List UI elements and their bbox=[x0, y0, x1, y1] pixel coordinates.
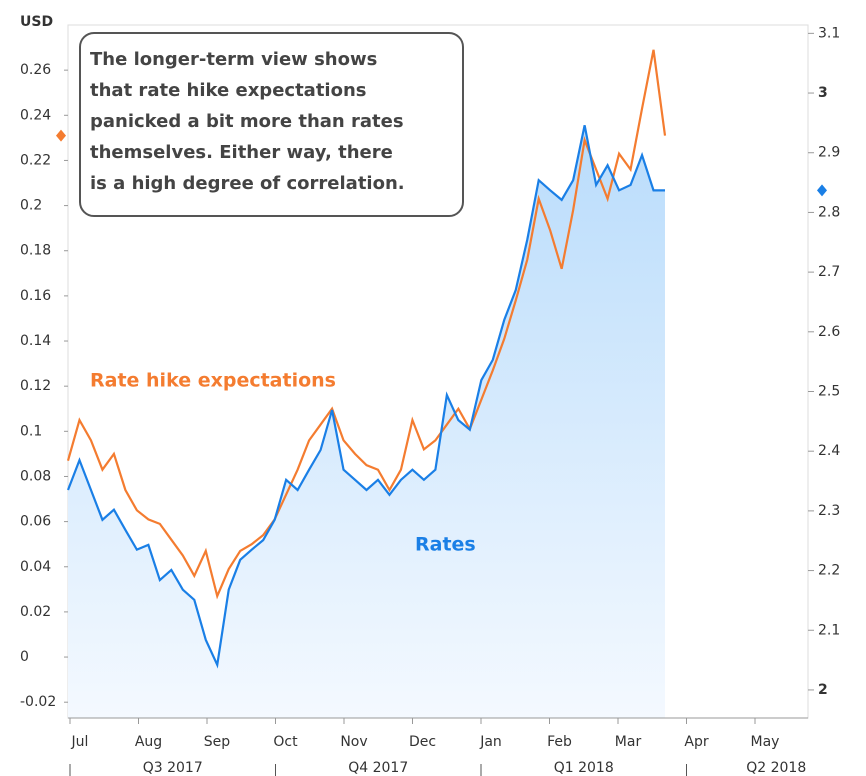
x-tick-label: Nov bbox=[340, 734, 367, 750]
callout-text: is a high degree of correlation. bbox=[90, 173, 405, 194]
x-tick-label: Apr bbox=[684, 734, 708, 750]
x-tick-label: Jul bbox=[71, 734, 89, 750]
x-tick-label: Oct bbox=[273, 734, 298, 750]
y2-tick-label: 2.7 bbox=[818, 264, 840, 280]
x-tick-label: May bbox=[751, 734, 780, 750]
y2-tick-label: 2 bbox=[818, 682, 828, 698]
x-tick-label: Feb bbox=[547, 734, 572, 750]
y2-tick-label: 2.1 bbox=[818, 622, 840, 638]
y2-tick-label: 2.8 bbox=[818, 204, 840, 220]
callout-text: themselves. Either way, there bbox=[90, 142, 393, 163]
quarter-label: Q2 2018 bbox=[746, 760, 806, 776]
y2-tick-label: 2.6 bbox=[818, 324, 840, 340]
series-label: Rate hike expectations bbox=[90, 370, 336, 392]
y2-tick-label: 2.9 bbox=[818, 145, 840, 161]
y-tick-label: 0.06 bbox=[20, 514, 51, 530]
y-tick-label: 0.16 bbox=[20, 288, 51, 304]
y2-tick-label: 3 bbox=[818, 85, 828, 101]
series-label: Rates bbox=[415, 534, 476, 556]
y-tick-label: 0.02 bbox=[20, 604, 51, 620]
last-value-marker bbox=[817, 184, 827, 197]
x-tick-label: Aug bbox=[135, 734, 162, 750]
y-tick-label: 0.22 bbox=[20, 152, 51, 168]
quarter-label: Q3 2017 bbox=[143, 760, 203, 776]
rates-area bbox=[68, 125, 665, 719]
y-axis-label: USD bbox=[20, 14, 53, 30]
y2-tick-label: 2.5 bbox=[818, 383, 840, 399]
quarter-label: Q4 2017 bbox=[348, 760, 408, 776]
y-tick-label: 0.12 bbox=[20, 378, 51, 394]
callout-box bbox=[79, 32, 464, 217]
x-tick-label: Jan bbox=[479, 734, 502, 750]
y-tick-label: 0.04 bbox=[20, 559, 51, 575]
callout-text: The longer-term view shows bbox=[90, 49, 377, 70]
y2-tick-label: 3.1 bbox=[818, 25, 840, 41]
series-line bbox=[66, 125, 665, 669]
quarter-label: Q1 2018 bbox=[554, 760, 614, 776]
y-tick-label: 0 bbox=[20, 649, 29, 665]
x-tick-label: Sep bbox=[204, 734, 231, 750]
y-tick-label: -0.02 bbox=[20, 694, 56, 710]
y-tick-label: 0.14 bbox=[20, 333, 51, 349]
y2-tick-label: 2.2 bbox=[818, 563, 840, 579]
y-tick-label: 0.2 bbox=[20, 198, 42, 214]
x-tick-label: Mar bbox=[615, 734, 642, 750]
y2-tick-label: 2.3 bbox=[818, 503, 840, 519]
y-tick-label: 0.08 bbox=[20, 468, 51, 484]
callout-text: that rate hike expectations bbox=[90, 80, 367, 101]
y-tick-label: 0.1 bbox=[20, 423, 42, 439]
y-tick-label: 0.18 bbox=[20, 243, 51, 259]
callout-text: panicked a bit more than rates bbox=[90, 111, 404, 132]
y-tick-label: 0.24 bbox=[20, 107, 51, 123]
y-tick-label: 0.26 bbox=[20, 62, 51, 78]
last-value-marker bbox=[56, 129, 66, 142]
y2-tick-label: 2.4 bbox=[818, 443, 840, 459]
x-tick-label: Dec bbox=[409, 734, 436, 750]
series-line bbox=[66, 49, 667, 600]
